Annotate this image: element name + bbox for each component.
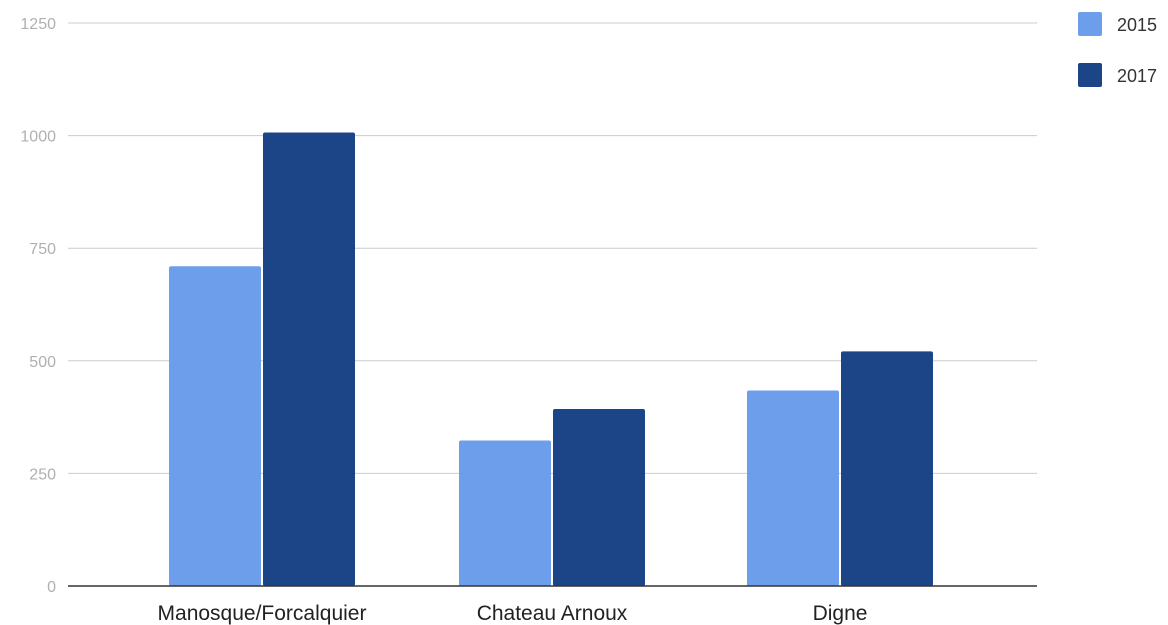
bar-2017-2 xyxy=(841,351,933,586)
bar-2017-0 xyxy=(263,132,355,586)
bar-2015-2 xyxy=(747,390,839,586)
legend: 2015 2017 xyxy=(1078,12,1157,87)
x-axis-category-labels: Manosque/Forcalquier Chateau Arnoux Digne xyxy=(158,602,868,625)
legend-swatch-2017 xyxy=(1078,63,1102,87)
legend-swatch-2015 xyxy=(1078,12,1102,36)
legend-label-2017: 2017 xyxy=(1117,66,1157,86)
bar-2015-1 xyxy=(459,440,551,586)
y-tick-label: 750 xyxy=(29,241,56,258)
bar-2017-1 xyxy=(553,408,645,586)
y-tick-label: 250 xyxy=(29,466,56,483)
legend-label-2015: 2015 xyxy=(1117,15,1157,35)
bars xyxy=(169,132,933,586)
y-tick-label: 1000 xyxy=(20,129,56,146)
y-tick-label: 1250 xyxy=(20,16,56,33)
x-category-label: Chateau Arnoux xyxy=(477,602,628,625)
y-axis-ticks: 0 250 500 750 1000 1250 xyxy=(20,16,56,596)
y-tick-label: 500 xyxy=(29,354,56,371)
bar-2015-0 xyxy=(169,266,261,586)
x-category-label: Digne xyxy=(813,602,868,625)
x-category-label: Manosque/Forcalquier xyxy=(158,602,367,625)
y-tick-label: 0 xyxy=(47,579,56,596)
